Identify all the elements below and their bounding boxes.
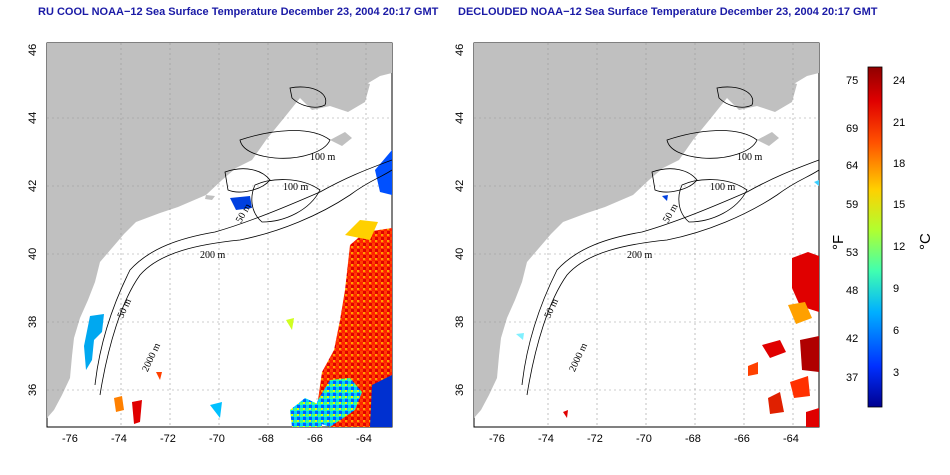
right-sst-patches	[516, 180, 819, 427]
colorbar-f-tick: 59	[846, 199, 858, 211]
x-tick-label: -64	[783, 433, 799, 445]
colorbar-c-tick: 6	[893, 325, 899, 337]
contour-label: 100 m	[710, 182, 736, 193]
colorbar-c-tick: 24	[893, 75, 905, 87]
y-tick-label: 46	[27, 44, 39, 56]
colorbar-celsius-ticks: 24 21 18 15 12 9 6 3	[893, 75, 905, 379]
y-tick-label: 46	[454, 44, 466, 56]
colorbar-c-tick: 12	[893, 241, 905, 253]
y-tick-label: 44	[454, 112, 466, 124]
x-tick-label: -72	[160, 433, 176, 445]
colorbar-f-tick: 53	[846, 247, 858, 259]
contour-label: 200 m	[200, 250, 226, 261]
y-tick-label: 38	[454, 316, 466, 328]
x-tick-label: -64	[356, 433, 372, 445]
left-map-panel: 100 m 100 m 50 m 200 m 50 m 2000 m -76 -…	[27, 42, 393, 445]
right-grid	[474, 43, 819, 427]
y-tick-label: 38	[27, 316, 39, 328]
colorbar-f-tick: 37	[846, 372, 858, 384]
colorbar-f-tick: 64	[846, 160, 858, 172]
right-y-axis: 36 38 40 42 44 46	[454, 44, 466, 396]
contour-label: 100 m	[283, 182, 309, 193]
right-map-panel: 100 m 100 m 50 m 200 m 50 m 2000 m -76 -…	[454, 42, 820, 445]
right-map-title: DECLOUDED NOAA−12 Sea Surface Temperatur…	[458, 6, 878, 18]
contour-label: 100 m	[310, 152, 336, 163]
x-tick-label: -66	[734, 433, 750, 445]
colorbar-c-tick: 21	[893, 117, 905, 129]
y-tick-label: 40	[27, 248, 39, 260]
x-tick-label: -74	[111, 433, 127, 445]
x-tick-label: -68	[258, 433, 274, 445]
x-tick-label: -76	[62, 433, 78, 445]
colorbar-c-tick: 15	[893, 199, 905, 211]
right-contours	[521, 86, 820, 396]
y-tick-label: 40	[454, 248, 466, 260]
y-tick-label: 42	[454, 180, 466, 192]
colorbar-f-tick: 75	[846, 75, 858, 87]
x-tick-label: -74	[538, 433, 554, 445]
y-tick-label: 36	[454, 384, 466, 396]
left-contours	[94, 86, 393, 396]
x-tick-label: -68	[685, 433, 701, 445]
left-y-axis: 36 38 40 42 44 46	[27, 44, 39, 396]
colorbar-c-tick: 9	[893, 283, 899, 295]
contour-label: 200 m	[627, 250, 653, 261]
contour-label: 100 m	[737, 152, 763, 163]
left-land	[47, 43, 392, 418]
right-x-axis: -76 -74 -72 -70 -68 -66 -64	[489, 433, 799, 445]
colorbar-gradient	[867, 66, 883, 408]
y-tick-label: 44	[27, 112, 39, 124]
right-land	[474, 43, 819, 418]
left-map-title: RU COOL NOAA−12 Sea Surface Temperature …	[38, 6, 439, 18]
y-tick-label: 36	[27, 384, 39, 396]
colorbar-f-tick: 69	[846, 123, 858, 135]
colorbar-unit-celsius: °C	[917, 233, 934, 250]
colorbar: 75 69 64 59 53 48 42 37 24 21 18 15 12 9…	[830, 66, 934, 408]
colorbar-unit-fahrenheit: °F	[830, 235, 847, 250]
colorbar-f-tick: 48	[846, 285, 858, 297]
colorbar-c-tick: 18	[893, 158, 905, 170]
x-tick-label: -76	[489, 433, 505, 445]
colorbar-fahrenheit-ticks: 75 69 64 59 53 48 42 37	[846, 75, 858, 384]
left-sst-patches	[84, 150, 392, 427]
x-tick-label: -70	[209, 433, 225, 445]
x-tick-label: -70	[636, 433, 652, 445]
colorbar-c-tick: 3	[893, 367, 899, 379]
x-tick-label: -72	[587, 433, 603, 445]
x-tick-label: -66	[307, 433, 323, 445]
colorbar-f-tick: 42	[846, 333, 858, 345]
left-x-axis: -76 -74 -72 -70 -68 -66 -64	[62, 433, 372, 445]
y-tick-label: 42	[27, 180, 39, 192]
